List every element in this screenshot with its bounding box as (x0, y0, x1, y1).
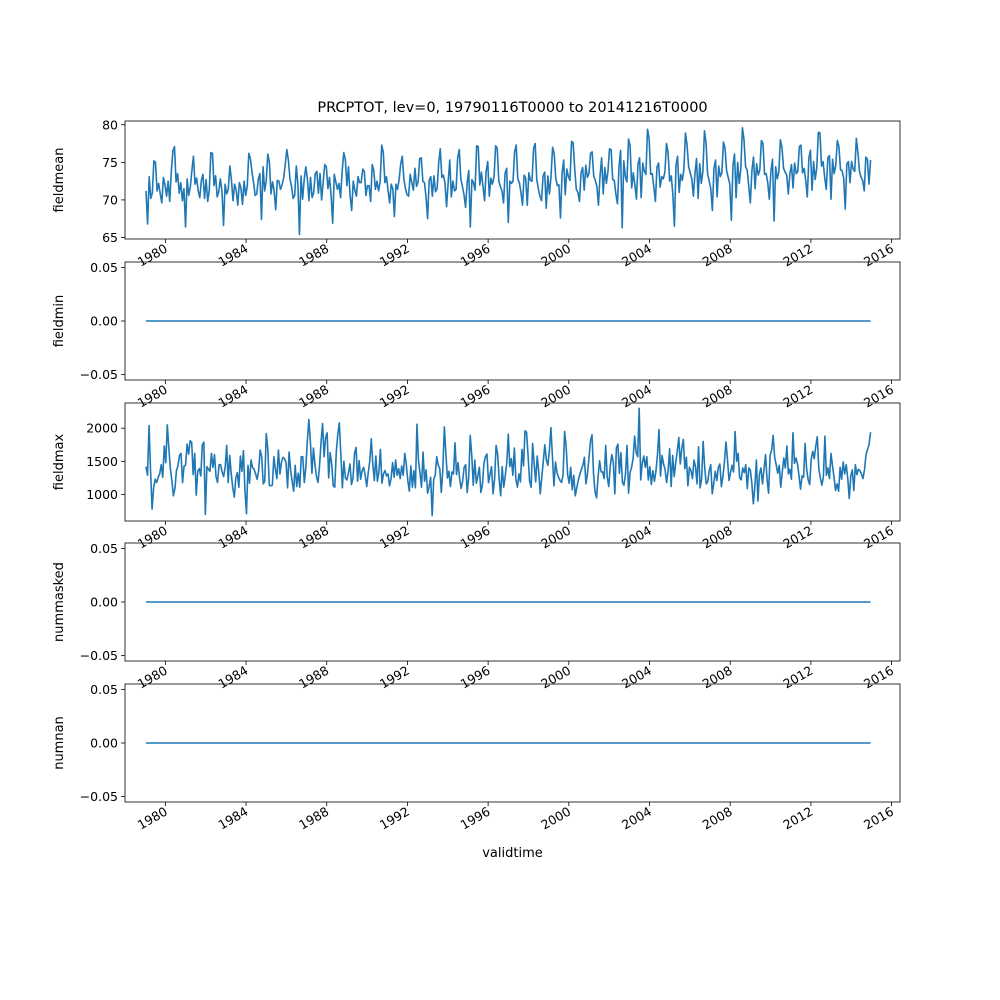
plot-frame (124, 120, 901, 240)
plot-frame (124, 683, 901, 803)
y-tick-label: 0.05 (90, 260, 118, 275)
series-line-fieldmax (145, 407, 872, 517)
y-axis-label: fieldmean (52, 148, 67, 213)
y-tick-label: −0.05 (80, 367, 118, 382)
y-axis-label: fieldmax (52, 434, 67, 491)
y-tick-label: 75 (102, 155, 118, 170)
y-tick-label: 0.00 (90, 736, 118, 751)
y-axis-label: fieldmin (52, 295, 67, 348)
y-axis-label: numnan (52, 716, 67, 770)
y-tick-label: 0.00 (90, 595, 118, 610)
y-tick-label: 70 (102, 192, 118, 207)
x-axis-label: validtime (482, 846, 543, 861)
y-tick-label: 0.05 (90, 682, 118, 697)
y-tick-label: 0.05 (90, 541, 118, 556)
y-axis-label: nummasked (52, 562, 67, 642)
y-tick-label: 0.00 (90, 314, 118, 329)
chart-title: PRCPTOT, lev=0, 19790116T0000 to 2014121… (317, 100, 707, 116)
plot-frame (124, 542, 901, 662)
series-line-fieldmean (145, 126, 872, 236)
plot-frame (124, 261, 901, 381)
plot-frame (124, 402, 901, 522)
y-tick-label: −0.05 (80, 648, 118, 663)
y-tick-label: 1500 (86, 454, 118, 469)
y-tick-label: 65 (102, 230, 118, 245)
y-tick-label: 1000 (86, 487, 118, 502)
y-tick-label: −0.05 (80, 789, 118, 804)
y-tick-label: 2000 (86, 421, 118, 436)
y-tick-label: 80 (102, 117, 118, 132)
